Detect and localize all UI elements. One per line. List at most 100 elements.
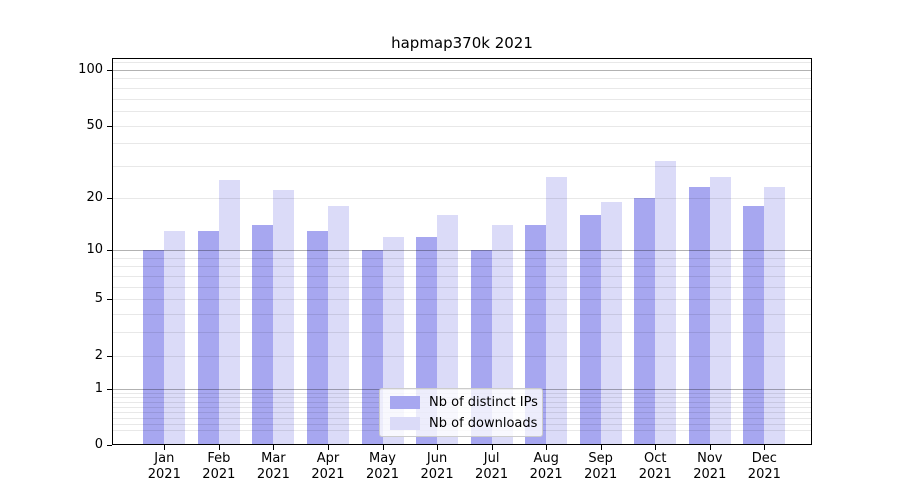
- x-tick-month: Dec: [751, 451, 777, 466]
- x-tick-month: Apr: [316, 451, 340, 466]
- gridline-minor-5: [112, 299, 812, 301]
- legend-label-nb-of-distinct-ips: Nb of distinct IPs: [429, 394, 538, 410]
- gridline-minor-6: [112, 286, 812, 288]
- bar-nb-of-downloads-dec: [764, 186, 786, 445]
- bar-nb-of-downloads-aug: [546, 177, 568, 445]
- y-tick-mark-2: [107, 355, 112, 357]
- x-tick-mark-aug: [546, 445, 548, 450]
- bar-nb-of-downloads-apr: [327, 205, 349, 445]
- legend-swatch-nb-of-distinct-ips: [390, 395, 420, 409]
- legend-label-nb-of-downloads: Nb of downloads: [429, 415, 538, 431]
- x-tick-label-aug: Aug 2021: [511, 451, 581, 483]
- y-tick-label-50: 50: [86, 117, 103, 133]
- gridline-major-10: [112, 250, 812, 252]
- y-tick-label-0: 0: [94, 437, 103, 452]
- bar-nb-of-distinct-ips-feb: [197, 230, 219, 445]
- x-tick-label-oct: Oct 2021: [620, 451, 690, 483]
- x-tick-mark-dec: [764, 445, 766, 450]
- bar-nb-of-distinct-ips-dec: [743, 205, 765, 445]
- bar-nb-of-downloads-sep: [600, 201, 622, 445]
- x-tick-month: Oct: [644, 451, 667, 466]
- x-tick-mark-sep: [600, 445, 602, 450]
- x-tick-label-sep: Sep 2021: [566, 451, 636, 483]
- x-tick-month: May: [369, 451, 396, 466]
- y-tick-mark-10: [107, 250, 112, 252]
- gridline-minor-70: [112, 98, 812, 100]
- gridline-minor-30: [112, 165, 812, 167]
- x-tick-month: Jan: [154, 451, 175, 466]
- x-tick-mark-feb: [218, 445, 220, 450]
- x-tick-label-mar: Mar 2021: [238, 451, 308, 483]
- y-tick-mark-5: [107, 299, 112, 301]
- bar-nb-of-downloads-jun: [437, 214, 459, 445]
- x-tick-month: Feb: [207, 451, 231, 466]
- x-tick-mark-jan: [164, 445, 166, 450]
- bar-nb-of-distinct-ips-sep: [579, 214, 601, 445]
- x-tick-year: 2021: [420, 467, 454, 482]
- x-tick-label-jul: Jul 2021: [457, 451, 527, 483]
- x-tick-mark-nov: [709, 445, 711, 450]
- x-tick-year: 2021: [365, 467, 400, 482]
- x-tick-year: 2021: [693, 467, 727, 482]
- x-tick-year: 2021: [256, 467, 290, 482]
- x-tick-label-dec: Dec 2021: [729, 451, 799, 483]
- gridline-minor-8: [112, 266, 812, 268]
- x-tick-label-jan: Jan 2021: [129, 451, 199, 483]
- y-tick-label-100: 100: [78, 62, 103, 77]
- y-tick-label-1: 1: [94, 380, 103, 396]
- gridline-minor-110: [112, 62, 812, 64]
- x-tick-mark-apr: [327, 445, 329, 450]
- x-tick-mark-mar: [273, 445, 275, 450]
- y-tick-label-20: 20: [86, 189, 103, 205]
- x-tick-month: Mar: [261, 451, 286, 466]
- legend: Nb of distinct IPs Nb of downloads: [379, 388, 543, 437]
- y-tick-label-2: 2: [94, 347, 103, 363]
- gridline-minor-3: [112, 332, 812, 334]
- x-tick-year: 2021: [475, 467, 509, 482]
- y-tick-mark-20: [107, 197, 112, 199]
- x-tick-month: Nov: [697, 451, 723, 466]
- y-tick-label-5: 5: [94, 291, 103, 307]
- x-tick-label-nov: Nov 2021: [675, 451, 745, 483]
- gridline-minor-50: [112, 125, 812, 127]
- bar-nb-of-distinct-ips-mar: [252, 224, 274, 445]
- x-tick-label-jun: Jun 2021: [402, 451, 472, 483]
- bar-nb-of-distinct-ips-may: [361, 250, 383, 445]
- y-tick-label-10: 10: [86, 242, 103, 258]
- bar-nb-of-distinct-ips-jan: [143, 250, 165, 445]
- gridline-minor-40: [112, 143, 812, 145]
- y-tick-mark-0: [107, 445, 112, 446]
- legend-entry-nb-of-downloads: Nb of downloads: [390, 414, 542, 433]
- gridline-minor-60: [112, 110, 812, 112]
- x-tick-mark-jun: [437, 445, 439, 450]
- bar-nb-of-downloads-nov: [709, 177, 731, 445]
- x-tick-label-feb: Feb 2021: [184, 451, 254, 483]
- x-tick-year: 2021: [638, 467, 672, 482]
- y-tick-mark-50: [107, 125, 112, 127]
- gridline-major-100: [112, 70, 812, 71]
- plot-area: [112, 58, 812, 445]
- gridline-minor-4: [112, 314, 812, 316]
- gridline-minor-80: [112, 87, 812, 89]
- x-tick-year: 2021: [747, 467, 781, 482]
- x-tick-mark-jul: [491, 445, 493, 450]
- bar-nb-of-distinct-ips-oct: [634, 197, 656, 445]
- x-tick-year: 2021: [584, 467, 618, 482]
- gridline-minor-7: [112, 276, 812, 278]
- chart-title: hapmap370k 2021: [391, 34, 533, 52]
- x-tick-year: 2021: [202, 467, 236, 482]
- x-tick-mark-oct: [655, 445, 657, 450]
- gridline-minor-2: [112, 355, 812, 357]
- legend-swatch-nb-of-downloads: [390, 416, 420, 430]
- bar-nb-of-distinct-ips-nov: [688, 186, 710, 445]
- x-tick-month: Sep: [588, 451, 613, 466]
- x-tick-label-may: May 2021: [348, 451, 418, 483]
- legend-entry-nb-of-distinct-ips: Nb of distinct IPs: [390, 393, 542, 412]
- bar-nb-of-downloads-jan: [164, 230, 186, 445]
- x-tick-year: 2021: [529, 467, 563, 482]
- x-tick-month: Aug: [533, 451, 559, 466]
- gridline-minor-20: [112, 197, 812, 199]
- x-tick-year: 2021: [147, 467, 181, 482]
- bar-nb-of-downloads-mar: [273, 190, 295, 445]
